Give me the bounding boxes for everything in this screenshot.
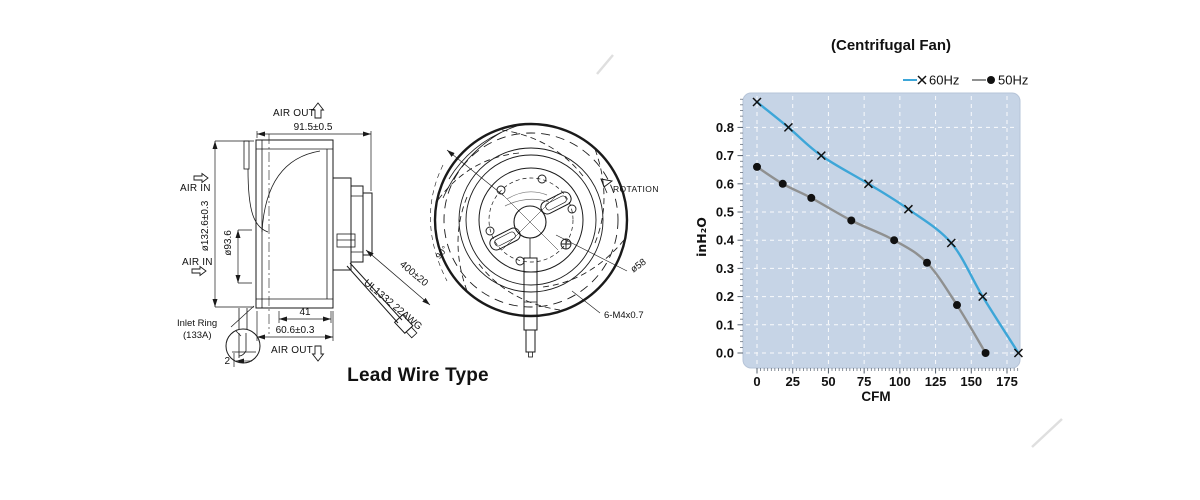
front-wire-stem — [523, 257, 538, 358]
x-tick-label: 150 — [960, 374, 982, 389]
x-tick-label: 100 — [889, 374, 911, 389]
lead-length-dim: 400±20 — [397, 259, 430, 289]
air-out-bottom-label: AIR OUT — [271, 345, 313, 356]
rotation-label: ROTATION — [613, 184, 659, 194]
blade-angle-dim: 90° — [433, 244, 450, 261]
rotation-arrow-icon — [600, 178, 614, 194]
plot-area — [742, 92, 1021, 369]
side-view-dimension-lines — [212, 131, 431, 367]
screw-icon — [560, 238, 572, 250]
y-axis-label: inH₂O — [694, 217, 709, 257]
x-tick-label: 175 — [996, 374, 1018, 389]
air-out-bottom-arrow-icon — [311, 345, 325, 362]
fan-side-view: AIR OUT 91.5±0.5 ø132.6±0.3 ø93.6 AIR IN… — [177, 102, 431, 367]
watermark-marks — [596, 54, 1063, 448]
bolt-holes — [485, 174, 577, 266]
series-markers-50Hz — [753, 162, 990, 357]
y-tick-label: 0.8 — [716, 120, 734, 135]
tick-labels: 0 25 50 75 100 125 150 175 0.0 0.1 0.2 0.3 0.4 0.5 0.6… — [716, 120, 1018, 389]
air-out-top-label: AIR OUT — [273, 108, 315, 119]
front-view-linework — [430, 122, 629, 358]
y-tick-label: 0.6 — [716, 176, 734, 191]
y-tick-label: 0.1 — [716, 317, 734, 332]
y-tick-label: 0.0 — [716, 346, 734, 361]
air-in-upper-label: AIR IN — [180, 183, 211, 194]
x-tick-label: 50 — [821, 374, 835, 389]
performance-chart: (Centrifugal Fan) 0 25 50 75 100 125 150 175 0.0… — [694, 37, 1028, 404]
gridlines — [746, 96, 1017, 365]
x-tick-label: 75 — [857, 374, 871, 389]
housing-width-dim: 60.6±0.3 — [276, 325, 315, 336]
legend-marker-x-icon — [917, 75, 927, 85]
y-tick-label: 0.2 — [716, 289, 734, 304]
y-tick-label: 0.7 — [716, 148, 734, 163]
x-tick-label: 0 — [753, 374, 760, 389]
inlet-lip-dim: 2 — [224, 356, 230, 367]
chart-plot: 0 25 50 75 100 125 150 175 0.0 0.1 0.2 0.3 0.4 0.5 0.6… — [716, 73, 1028, 390]
legend-marker-dot-icon — [987, 76, 995, 84]
x-tick-label: 25 — [785, 374, 799, 389]
chart-title: (Centrifugal Fan) — [831, 37, 951, 54]
chart-legend: 60Hz 50Hz — [903, 73, 1028, 88]
air-out-top-arrow-icon — [311, 102, 325, 119]
mounting-holes-dim: 6-M4x0.7 — [604, 310, 644, 321]
blade-dashes — [437, 129, 625, 311]
side-view-linework — [225, 134, 373, 364]
air-in-upper-arrow-icon — [193, 172, 209, 184]
inlet-ring-label-2: (133A) — [183, 330, 212, 341]
inlet-diameter-dim: ø93.6 — [223, 230, 234, 256]
axis-ticks — [737, 98, 1019, 374]
fan-front-view: ROTATION ø58 6-M4x0.7 90° — [430, 122, 659, 358]
legend-label: 50Hz — [998, 73, 1028, 88]
y-tick-label: 0.5 — [716, 205, 734, 220]
lead-spec-label: UL1332 22AWG — [361, 278, 424, 333]
x-tick-label: 125 — [925, 374, 947, 389]
series-markers-60Hz — [752, 97, 1023, 358]
legend-label: 60Hz — [929, 73, 959, 88]
y-tick-label: 0.4 — [716, 233, 735, 248]
inlet-ring-label-1: Inlet Ring — [177, 318, 217, 329]
air-flow-arrows — [191, 102, 325, 362]
hub-diameter-dim: ø58 — [629, 257, 649, 276]
outer-diameter-dim: ø132.6±0.3 — [200, 200, 211, 251]
air-in-lower-label: AIR IN — [182, 257, 213, 268]
y-tick-label: 0.3 — [716, 261, 734, 276]
overall-depth-dim: 91.5±0.5 — [294, 122, 333, 133]
air-in-lower-arrow-icon — [191, 265, 207, 277]
drawing-caption: Lead Wire Type — [347, 365, 489, 386]
x-axis-label: CFM — [861, 389, 890, 404]
motor-depth-dim: 41 — [299, 307, 311, 318]
